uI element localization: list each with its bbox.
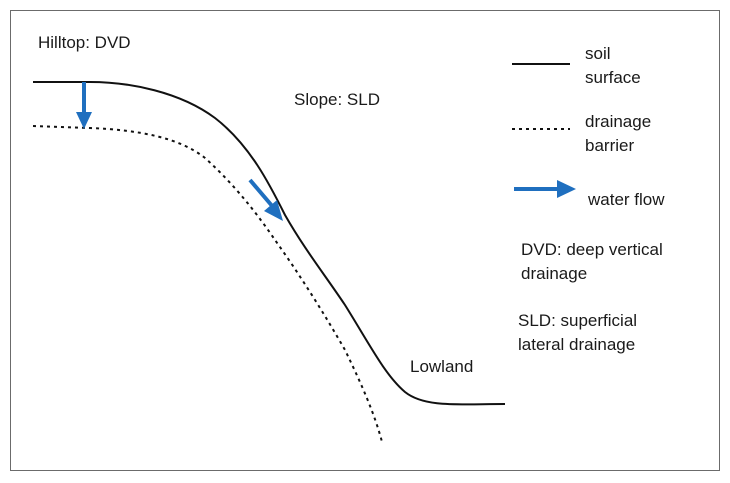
- hilltop-label: Hilltop: DVD: [38, 33, 131, 52]
- legend-drainage-barrier-label-2: barrier: [585, 136, 635, 155]
- soil-surface-line: [33, 81, 506, 406]
- legend-water-flow-arrow: [514, 180, 576, 198]
- legend-water-flow-label: water flow: [588, 190, 665, 209]
- dvd-definition-line-2: drainage: [521, 264, 588, 283]
- lateral-water-flow-arrow: [248, 178, 283, 221]
- drainage-barrier-line: [32, 125, 383, 443]
- legend-drainage-barrier-label-1: drainage: [585, 112, 652, 131]
- dvd-definition-line-1: DVD: deep vertical: [521, 240, 663, 259]
- lowland-label: Lowland: [410, 357, 474, 376]
- sld-definition-line-1: SLD: superficial: [518, 311, 638, 330]
- legend-soil-surface-label-1: soil: [585, 44, 611, 63]
- sld-definition-line-2: lateral drainage: [518, 335, 636, 354]
- slope-label: Slope: SLD: [294, 90, 380, 109]
- legend-soil-surface-label-2: surface: [585, 68, 641, 87]
- vertical-water-flow-arrow: [76, 82, 92, 129]
